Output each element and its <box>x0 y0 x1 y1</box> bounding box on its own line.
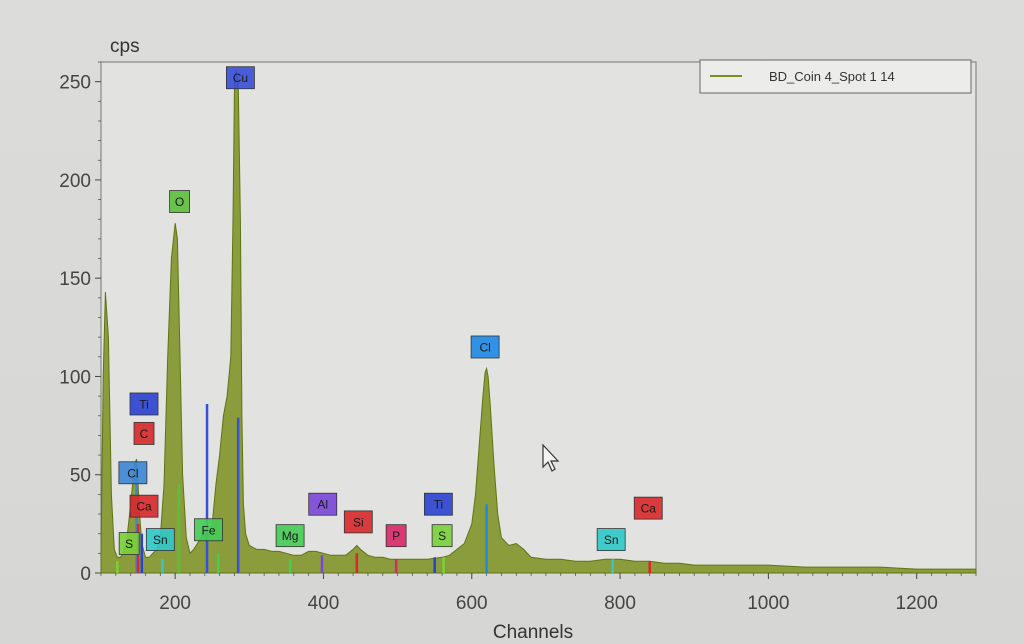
spectrum-series-0 <box>100 69 977 574</box>
y-tick-label: 200 <box>59 171 91 192</box>
peak-tag-box <box>633 496 663 520</box>
peak-tag-label: Ti <box>139 397 149 411</box>
peak-tag-cu: Cu <box>226 66 255 90</box>
peak-tag-box <box>343 510 373 534</box>
peak-tag-label: P <box>392 529 400 543</box>
x-tick-label: 400 <box>308 593 340 614</box>
y-axis-title: cps <box>110 36 140 57</box>
peak-tag-s: S <box>431 524 453 548</box>
peak-tag-label: Sn <box>153 533 168 547</box>
peak-tag-box <box>145 528 175 551</box>
y-tick-label: 250 <box>59 73 91 94</box>
peak-tag-box <box>226 66 255 90</box>
peak-tag-p: P <box>385 524 407 548</box>
y-tick-label: 100 <box>59 367 91 388</box>
peak-tag-box <box>118 461 148 485</box>
peak-tag-ti: Ti <box>423 492 453 516</box>
legend: BD_Coin 4_Spot 1 14 <box>699 59 972 94</box>
peak-tag-box <box>133 422 155 445</box>
peak-tag-fe: Fe <box>194 518 223 542</box>
y-tick-label: 150 <box>59 269 91 290</box>
peak-tag-label: S <box>125 537 133 551</box>
peak-tag-ca: Ca <box>129 494 159 518</box>
peak-tag-label: Mg <box>282 529 299 543</box>
element-marker-layer <box>116 403 651 573</box>
peak-tag-box <box>118 532 140 555</box>
x-axis-title: Channels <box>493 622 573 643</box>
peak-tag-mg: Mg <box>275 524 305 548</box>
peak-tag-label: Ca <box>136 500 152 514</box>
peak-tag-label: Al <box>317 498 328 512</box>
peak-tag-sn: Sn <box>145 528 175 551</box>
peak-tag-si: Si <box>343 510 373 534</box>
peak-tag-label: O <box>175 195 184 209</box>
peak-tag-box <box>470 335 500 359</box>
peak-tag-s: S <box>118 532 140 555</box>
spectrum-area-layer <box>100 69 977 574</box>
peak-tag-ca: Ca <box>633 496 663 520</box>
peak-tag-box <box>423 492 453 516</box>
y-tick-label: 0 <box>80 564 91 585</box>
peak-tag-label: C <box>140 427 149 441</box>
x-tick-label: 200 <box>159 593 191 614</box>
peak-tag-label: Cu <box>233 71 248 85</box>
peak-tag-box <box>385 524 407 548</box>
peak-tag-box <box>308 492 338 516</box>
peak-tag-label: Sn <box>604 533 619 547</box>
y-tick-label: 50 <box>70 466 91 487</box>
mouse-cursor-icon <box>542 443 560 472</box>
peak-tag-label: Cl <box>479 340 490 354</box>
peak-tag-layer: Cu O Cl Ti C Cl Ca S Sn Fe Mg Al Si P Ti S Sn Ca <box>118 66 663 555</box>
peak-tag-box <box>431 524 453 548</box>
peak-tag-cl: Cl <box>118 461 148 485</box>
x-tick-label: 1200 <box>896 593 938 614</box>
plot-area <box>100 61 977 574</box>
peak-tag-box <box>596 528 626 551</box>
peak-tag-box <box>169 190 191 213</box>
peak-tag-box <box>129 392 159 416</box>
peak-tag-box <box>194 518 223 542</box>
peak-tag-ti: Ti <box>129 392 159 416</box>
peak-tag-label: S <box>438 529 446 543</box>
peak-tag-o: O <box>169 190 191 213</box>
peak-tag-label: Cl <box>127 466 138 480</box>
legend-entry: BD_Coin 4_Spot 1 14 <box>769 69 895 84</box>
peak-tag-box <box>129 494 159 518</box>
peak-tag-label: Ca <box>641 502 657 516</box>
axis-tick-layer: 200 400 600 800 1000 1200 0 50 100 150 200 250 <box>59 61 977 614</box>
x-tick-label: 800 <box>604 593 636 614</box>
peak-tag-c: C <box>133 422 155 445</box>
peak-tag-label: Si <box>353 515 364 529</box>
legend-box <box>699 59 972 94</box>
x-tick-label: 1000 <box>747 593 789 614</box>
peak-tag-box <box>275 524 305 548</box>
peak-tag-label: Fe <box>202 523 216 537</box>
peak-tag-al: Al <box>308 492 338 516</box>
peak-tag-sn: Sn <box>596 528 626 551</box>
x-tick-label: 600 <box>456 593 488 614</box>
peak-tag-cl: Cl <box>470 335 500 359</box>
peak-tag-label: Ti <box>434 498 444 512</box>
